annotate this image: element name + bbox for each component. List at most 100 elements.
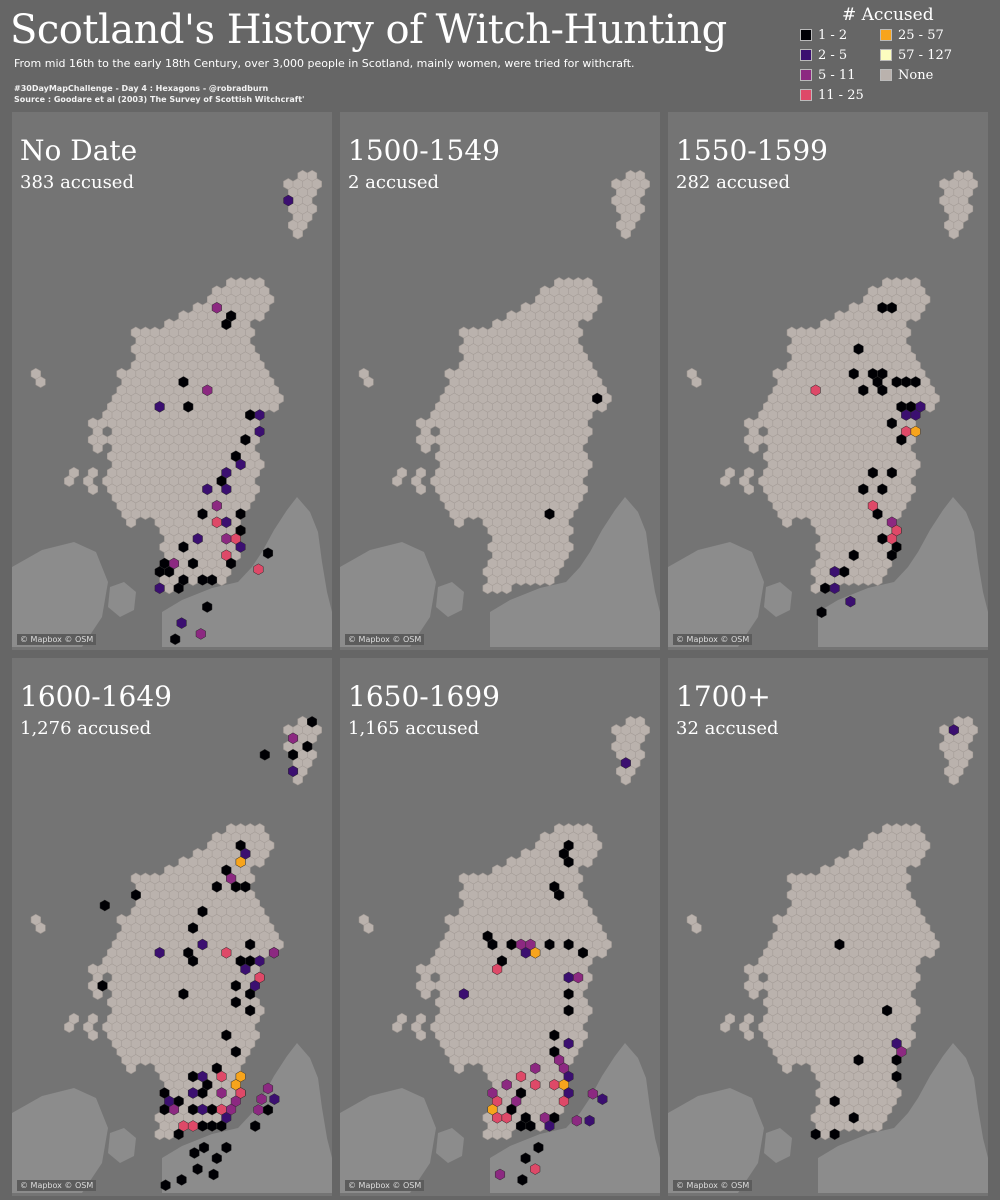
- hex-accused-2-5[interactable]: [197, 938, 208, 951]
- map-attribution[interactable]: © Mapbox © OSM: [345, 1180, 425, 1191]
- map-panel-1500-1549[interactable]: 1500-1549 2 accused © Mapbox © OSM: [340, 112, 660, 650]
- map-attribution[interactable]: © Mapbox © OSM: [17, 634, 97, 645]
- hex-accused-1-2[interactable]: [886, 302, 897, 314]
- hex-accused-11-25[interactable]: [492, 963, 503, 976]
- hex-accused-2-5[interactable]: [254, 955, 265, 967]
- hex-accused-1-2[interactable]: [259, 749, 270, 761]
- hex-accused-1-2[interactable]: [178, 376, 189, 388]
- hex-map[interactable]: [340, 658, 660, 1196]
- hex-accused-1-2[interactable]: [173, 582, 184, 595]
- hex-accused-1-2[interactable]: [130, 889, 141, 901]
- hex-accused-1-2[interactable]: [886, 417, 897, 430]
- hex-accused-5-11[interactable]: [211, 500, 222, 512]
- hex-accused-1-2[interactable]: [202, 601, 213, 613]
- hex-accused-2-5[interactable]: [563, 1037, 574, 1050]
- hex-accused-1-2[interactable]: [877, 483, 888, 496]
- hex-accused-2-5[interactable]: [269, 1093, 280, 1105]
- hex-accused-25-57[interactable]: [235, 856, 246, 868]
- hex-accused-5-11[interactable]: [230, 1095, 241, 1108]
- hex-accused-1-2[interactable]: [533, 1141, 544, 1154]
- hex-accused-1-2[interactable]: [848, 1112, 859, 1124]
- hex-accused-1-2[interactable]: [853, 1054, 864, 1066]
- hex-map[interactable]: [12, 658, 332, 1196]
- hex-accused-1-2[interactable]: [173, 1128, 184, 1141]
- hex-accused-1-2[interactable]: [820, 582, 831, 595]
- hex-accused-1-2[interactable]: [848, 549, 859, 562]
- hex-accused-5-11[interactable]: [896, 1046, 907, 1058]
- hex-accused-1-2[interactable]: [867, 467, 878, 479]
- hex-accused-5-11[interactable]: [268, 947, 279, 959]
- hex-accused-2-5[interactable]: [584, 1114, 595, 1127]
- hex-accused-1-2[interactable]: [549, 1029, 560, 1042]
- hex-accused-11-25[interactable]: [530, 1163, 541, 1175]
- hex-accused-2-5[interactable]: [948, 724, 959, 736]
- hex-accused-11-25[interactable]: [216, 1070, 227, 1083]
- hex-accused-2-5[interactable]: [829, 566, 840, 578]
- hex-accused-1-2[interactable]: [178, 541, 189, 553]
- hex-accused-1-2[interactable]: [170, 633, 181, 645]
- hex-accused-1-2[interactable]: [816, 606, 827, 619]
- hex-accused-1-2[interactable]: [563, 988, 574, 1000]
- hex-accused-11-25[interactable]: [810, 384, 821, 397]
- hex-accused-5-11[interactable]: [494, 1168, 506, 1181]
- map-panel-1600-1649[interactable]: 1600-1649 1,276 accused © Mapbox © OSM: [12, 658, 332, 1196]
- hex-accused-25-57[interactable]: [235, 1070, 246, 1083]
- hex-accused-11-25[interactable]: [891, 524, 902, 537]
- hex-accused-2-5[interactable]: [254, 425, 265, 438]
- hex-accused-1-2[interactable]: [487, 938, 498, 951]
- hex-accused-1-2[interactable]: [834, 938, 845, 951]
- hex-accused-1-2[interactable]: [307, 716, 318, 728]
- hex-map[interactable]: [668, 112, 988, 650]
- hex-accused-1-2[interactable]: [187, 557, 199, 570]
- hex-accused-1-2[interactable]: [262, 547, 274, 559]
- hex-accused-1-2[interactable]: [198, 1141, 210, 1154]
- hex-accused-5-11[interactable]: [530, 1062, 541, 1075]
- hex-accused-1-2[interactable]: [189, 1147, 200, 1159]
- hex-accused-1-2[interactable]: [288, 749, 299, 761]
- hex-accused-2-5[interactable]: [563, 1087, 574, 1099]
- hex-accused-2-5[interactable]: [544, 1120, 555, 1132]
- hex-accused-1-2[interactable]: [592, 392, 603, 405]
- hex-accused-5-11[interactable]: [573, 971, 584, 984]
- hex-accused-1-2[interactable]: [877, 533, 888, 545]
- hex-accused-1-2[interactable]: [506, 1103, 517, 1116]
- hex-accused-1-2[interactable]: [525, 1120, 536, 1132]
- hex-map[interactable]: [340, 112, 660, 650]
- hex-accused-5-11[interactable]: [256, 1093, 267, 1105]
- hex-accused-1-2[interactable]: [192, 1163, 203, 1175]
- hex-accused-1-2[interactable]: [886, 549, 897, 562]
- hex-accused-5-11[interactable]: [501, 1079, 512, 1091]
- hex-accused-1-2[interactable]: [872, 508, 883, 520]
- hex-accused-1-2[interactable]: [207, 574, 218, 586]
- map-panel-1700-plus[interactable]: 1700+ 32 accused © Mapbox © OSM: [668, 658, 988, 1196]
- hex-accused-2-5[interactable]: [176, 617, 187, 629]
- hex-accused-1-2[interactable]: [230, 1046, 241, 1058]
- hex-accused-1-2[interactable]: [226, 557, 237, 570]
- hex-accused-1-2[interactable]: [160, 1179, 171, 1191]
- hex-accused-1-2[interactable]: [245, 988, 256, 1000]
- hex-accused-25-57[interactable]: [530, 947, 541, 959]
- hex-accused-1-2[interactable]: [230, 980, 241, 992]
- map-attribution[interactable]: © Mapbox © OSM: [345, 634, 425, 645]
- hex-accused-5-11[interactable]: [571, 1114, 582, 1127]
- hex-accused-11-25[interactable]: [221, 947, 232, 959]
- hex-accused-1-2[interactable]: [235, 524, 246, 537]
- hex-accused-1-2[interactable]: [810, 1128, 821, 1141]
- hex-accused-1-2[interactable]: [563, 1004, 574, 1017]
- hex-accused-1-2[interactable]: [187, 1070, 199, 1083]
- hex-accused-1-2[interactable]: [221, 318, 232, 331]
- hex-accused-5-11[interactable]: [262, 1082, 274, 1095]
- hex-accused-2-5[interactable]: [192, 533, 203, 545]
- hex-accused-1-2[interactable]: [245, 1004, 256, 1017]
- hex-accused-1-2[interactable]: [97, 980, 108, 992]
- hex-accused-2-5[interactable]: [910, 409, 921, 421]
- hex-accused-1-2[interactable]: [302, 740, 313, 753]
- hex-accused-1-2[interactable]: [178, 988, 189, 1000]
- hex-accused-1-2[interactable]: [848, 368, 859, 380]
- hex-accused-1-2[interactable]: [829, 1128, 840, 1141]
- hex-accused-2-5[interactable]: [202, 483, 213, 496]
- hex-accused-1-2[interactable]: [520, 1152, 531, 1165]
- hex-accused-11-25[interactable]: [254, 971, 265, 984]
- hex-accused-2-5[interactable]: [597, 1093, 608, 1105]
- hex-accused-1-2[interactable]: [207, 1120, 218, 1132]
